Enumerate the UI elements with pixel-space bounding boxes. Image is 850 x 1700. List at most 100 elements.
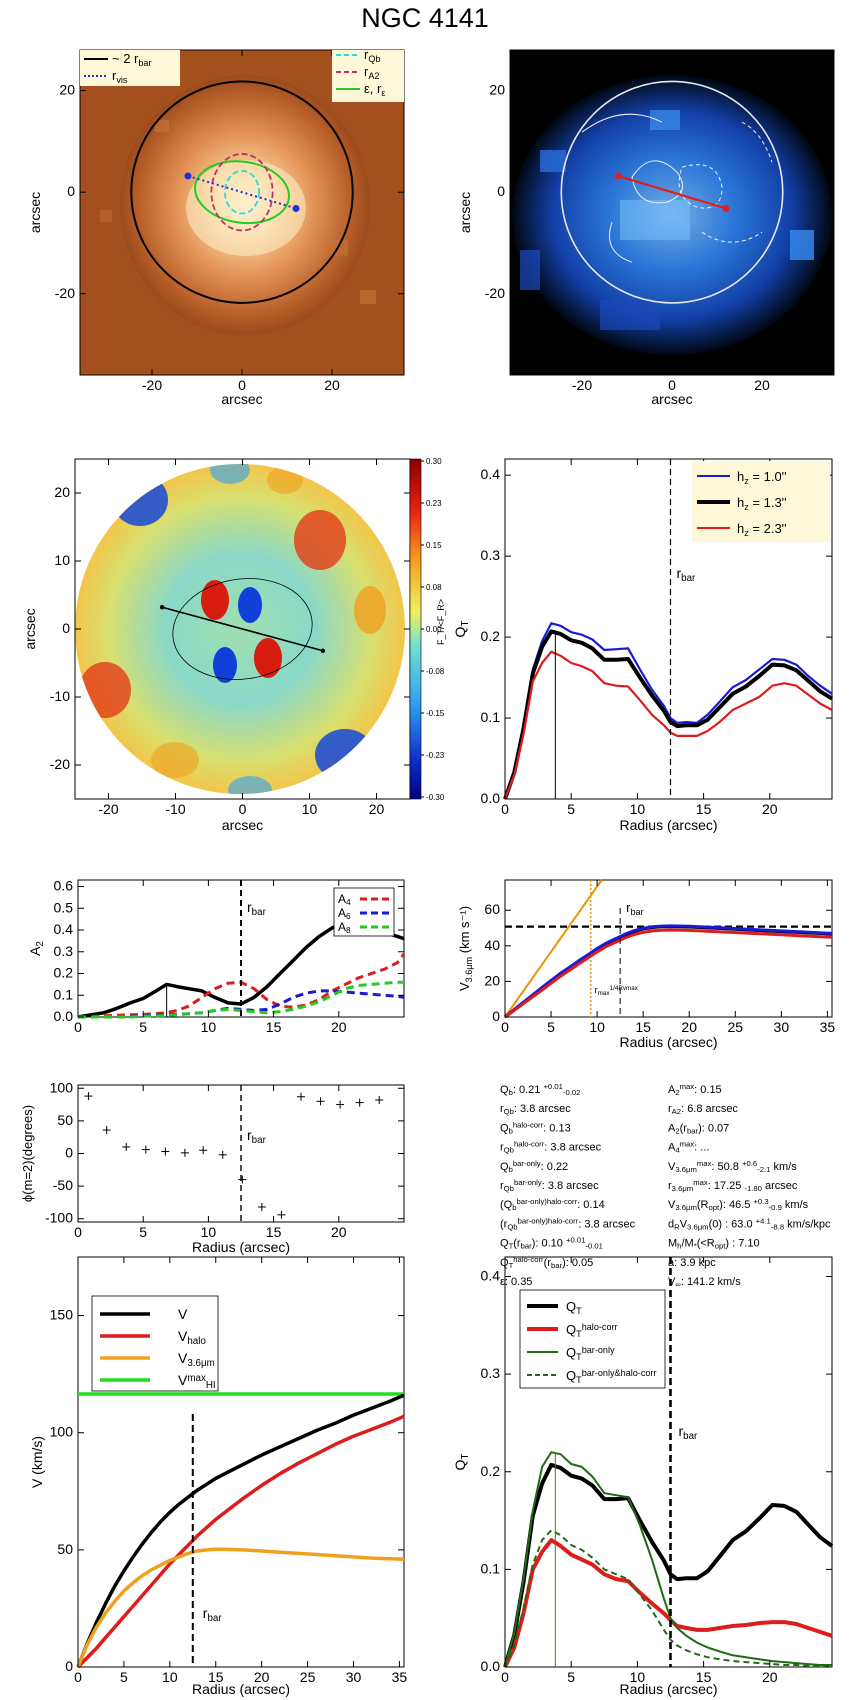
y-tick-label: 0.3 <box>54 943 74 959</box>
series-line <box>503 1538 833 1668</box>
colorbar-tick-label: -0.30 <box>426 793 445 802</box>
linear-fit-line <box>504 879 603 1018</box>
y-tick-label: 0.6 <box>54 878 74 894</box>
parameter-row: rQbhalo-corr: 3.8 arcsec <box>500 1140 602 1155</box>
qt-frame <box>504 458 833 800</box>
series-line <box>503 622 833 800</box>
legend-label: rvis <box>112 68 128 85</box>
parameter-row: V∞: 141.2 km/s <box>668 1276 741 1289</box>
rbar-label: rbar <box>678 1423 698 1442</box>
x-tick-label: 0 <box>238 377 246 393</box>
legend-label: V <box>178 1306 188 1322</box>
legend-label: hz = 1.3'' <box>737 495 787 512</box>
legend-label: Vhalo <box>178 1328 206 1347</box>
bar-line <box>161 606 324 652</box>
colorbar-tick-label: 0.15 <box>426 541 442 550</box>
x-axis-label: Radius (arcsec) <box>192 1239 290 1255</box>
legend-label: A8 <box>338 920 351 935</box>
colorbar-tick-label: -0.23 <box>426 751 445 760</box>
torque-contour <box>741 121 773 163</box>
y-tick-label: 0.4 <box>481 466 501 482</box>
x-tick-label: -10 <box>165 801 185 817</box>
rbar-label: rbar <box>203 1605 223 1624</box>
x-tick-label: 20 <box>331 1019 347 1035</box>
scatter-point <box>238 1175 247 1184</box>
y-tick-label: -20 <box>50 756 70 772</box>
legend-label: hz = 1.0'' <box>737 469 787 486</box>
x-tick-label: 0 <box>74 1019 82 1035</box>
y-tick-label: 0 <box>497 183 505 199</box>
y-tick-label: 100 <box>50 1079 74 1095</box>
legend-label: VmaxHI <box>178 1372 216 1391</box>
rbar-label: rbar <box>247 899 267 918</box>
y-tick-label: 0.3 <box>481 1365 501 1381</box>
bar-line <box>617 174 727 210</box>
panel-qt-profile: rbar 0 5 10 15 20 0.0 0.1 0.2 0.3 0.4 Radius (arcse… <box>452 458 834 833</box>
parameter-row: (rQbbar-only)halo-corr: 3.8 arcsec <box>500 1217 636 1232</box>
parameter-row: a: 3.9 kpc <box>668 1257 716 1269</box>
y-tick-label: 0.1 <box>54 986 74 1002</box>
y-tick-label: 0.0 <box>481 790 501 806</box>
y-tick-label: 0 <box>65 1658 73 1674</box>
parameter-row: Qbhalo-corr: 0.13 <box>500 1121 571 1136</box>
x-tick-label: 0 <box>239 801 247 817</box>
x-tick-label: 5 <box>139 1224 147 1240</box>
scatter-point <box>277 1210 286 1219</box>
y-axis-label: V (km/s) <box>29 1436 45 1488</box>
x-tick-label: 20 <box>331 1224 347 1240</box>
x-tick-label: -20 <box>572 377 592 393</box>
scatter-point <box>161 1147 170 1156</box>
x-axis-label: Radius (arcsec) <box>192 1681 290 1697</box>
x-tick-label: 20 <box>762 801 778 817</box>
series-line <box>76 1547 405 1668</box>
colorbar-tick-label: 0.00 <box>426 625 442 634</box>
parameter-row: (Qbbar-only)halo-corr: 0.14 <box>500 1198 605 1213</box>
parameter-row: Qb: 0.21 +0.01-0.02 <box>500 1082 580 1097</box>
legend-box <box>91 1295 219 1392</box>
x-tick-label: 5 <box>567 1669 575 1685</box>
x-axis-label: Radius (arcsec) <box>619 1681 717 1697</box>
y-tick-label: 50 <box>57 1112 73 1128</box>
parameter-row: V3.6μmmax: 50.8 +0.6-2.1 km/s <box>668 1159 797 1174</box>
y-tick-label: -20 <box>55 285 75 301</box>
scatter-point <box>257 1202 266 1211</box>
parameter-row: ε: 0.35 <box>500 1276 532 1288</box>
parameter-row: rQb: 3.8 arcsec <box>500 1103 571 1116</box>
x-axis-label: Radius (arcsec) <box>619 1034 717 1050</box>
panel-stellar-rotation-curve: rmax1/4Rvmax rbar 0 5 10 15 20 25 30 35 0 20 40 60 Rad… <box>457 879 836 1050</box>
x-tick-label: 35 <box>820 1019 836 1035</box>
y-axis-label: arcsec <box>457 192 473 233</box>
bar-endpoint <box>320 648 326 653</box>
colorbar-tick-label: 0.23 <box>426 499 442 508</box>
torque-contour <box>701 231 763 243</box>
scatter-point <box>199 1146 208 1155</box>
rA2-ring <box>210 153 274 232</box>
y-tick-label: -100 <box>45 1210 73 1226</box>
panel-torque-map: -20 -10 0 10 20 -20 -10 0 10 20 arcsec arcsec 0.30 0… <box>22 457 446 833</box>
colorbar-label: F_T/<F_R> <box>436 599 446 645</box>
parameter-row: QT(rbar): 0.10 +0.01-0.01 <box>500 1236 603 1251</box>
rQb-ring <box>223 169 260 215</box>
x-tick-label: 35 <box>392 1669 408 1685</box>
parameter-row: A4max: ... <box>668 1140 709 1155</box>
x-tick-label: 20 <box>369 801 385 817</box>
y-tick-label: 0.1 <box>481 1560 501 1576</box>
parameter-row: rA2: 6.8 arcsec <box>668 1103 738 1116</box>
y-axis-label: arcsec <box>27 192 43 233</box>
y-tick-label: -10 <box>50 688 70 704</box>
y-axis-label: V3.6μm (km s⁻¹) <box>457 906 474 991</box>
x-tick-label: 5 <box>139 1019 147 1035</box>
parameter-row: dRV3.6μm(0) : 63.0 +4.1-8.8 km/s/kpc <box>668 1217 831 1232</box>
legend-left-box <box>80 50 180 86</box>
y-tick-label: 10 <box>54 552 70 568</box>
ellipticity-ellipse <box>194 160 290 225</box>
x-tick-label: 5 <box>120 1669 128 1685</box>
x-tick-label: 10 <box>201 1224 217 1240</box>
x-tick-label: 30 <box>774 1019 790 1035</box>
x-tick-label: 15 <box>208 1669 224 1685</box>
rbar-label: rbar <box>676 565 696 584</box>
x-tick-label: 10 <box>589 1019 605 1035</box>
scatter-point <box>375 1096 384 1105</box>
parameter-row: A2(rbar): 0.07 <box>668 1122 729 1135</box>
